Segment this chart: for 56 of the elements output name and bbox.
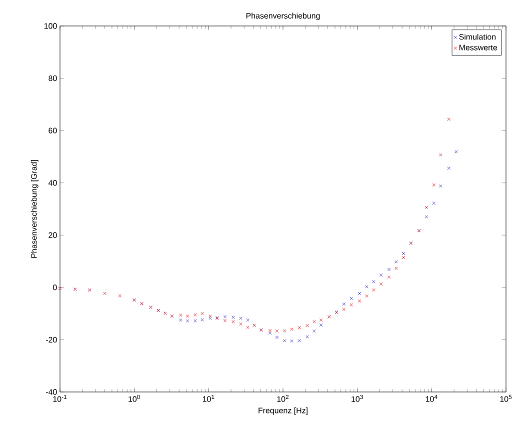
point — [268, 332, 272, 335]
point — [438, 184, 442, 188]
point — [298, 339, 302, 342]
point — [246, 326, 250, 330]
point — [372, 280, 376, 284]
point — [232, 320, 235, 324]
point — [298, 326, 302, 330]
point — [342, 308, 346, 312]
point — [447, 118, 450, 121]
point — [424, 206, 428, 210]
point — [200, 312, 204, 316]
point — [306, 335, 309, 338]
point — [200, 318, 204, 322]
point — [179, 313, 182, 317]
point — [290, 339, 294, 343]
point — [179, 318, 182, 322]
point — [454, 150, 458, 154]
point — [394, 266, 398, 270]
point — [387, 268, 391, 272]
point — [447, 166, 450, 170]
point — [194, 313, 197, 317]
point — [372, 288, 376, 292]
point — [194, 319, 197, 323]
point — [358, 292, 362, 296]
point — [223, 315, 227, 318]
point — [402, 256, 406, 260]
point — [186, 314, 190, 318]
point — [387, 276, 391, 279]
point — [402, 252, 406, 256]
point — [268, 328, 272, 332]
point — [319, 323, 323, 327]
point — [239, 322, 242, 326]
point — [312, 320, 316, 324]
point — [438, 153, 442, 157]
point — [394, 260, 398, 264]
point — [282, 329, 286, 332]
point — [319, 318, 323, 322]
point — [432, 202, 436, 205]
point — [282, 339, 286, 342]
point — [350, 303, 353, 307]
point — [365, 284, 368, 288]
point — [350, 296, 353, 300]
point — [342, 302, 346, 306]
point — [379, 273, 383, 277]
point — [312, 329, 316, 333]
point — [223, 318, 227, 322]
point — [424, 215, 428, 218]
point — [275, 329, 279, 333]
point — [275, 336, 279, 340]
point — [306, 324, 309, 328]
point — [432, 183, 436, 187]
point — [232, 316, 235, 319]
point — [186, 319, 190, 323]
point — [246, 318, 250, 322]
point — [379, 282, 383, 286]
point — [365, 294, 368, 298]
